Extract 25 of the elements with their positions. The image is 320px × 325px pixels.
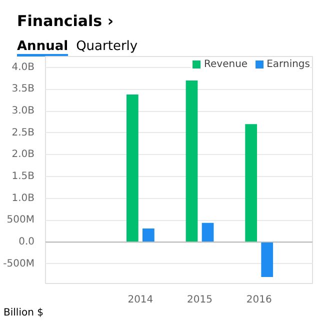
y-tick-label: 2.0B — [12, 149, 35, 160]
y-tick-label: 0.0 — [18, 236, 35, 248]
y-tick-label: 2.5B — [12, 127, 35, 138]
text: Annual — [17, 39, 68, 58]
y-tick-label: 3.0B — [12, 106, 35, 117]
bar — [142, 228, 154, 242]
legend-label: Earnings — [266, 58, 310, 70]
text: Quarterly — [76, 39, 138, 54]
y-tick-label: -500M — [3, 258, 35, 270]
bar — [202, 222, 214, 242]
bar — [245, 124, 258, 242]
bar — [126, 94, 138, 242]
bar — [186, 80, 198, 242]
y-tick-label: 1.0B — [12, 192, 35, 204]
bar — [261, 242, 274, 277]
y-tick-label: 500M — [6, 214, 35, 226]
y-tick-label: 1.5B — [12, 171, 35, 182]
text: Billion $ — [4, 308, 44, 318]
chart-title: Financials › — [17, 11, 114, 32]
x-tick-label: 2014 — [128, 294, 154, 306]
x-tick-label: 2015 — [187, 294, 212, 306]
y-tick-label: 3.5B — [12, 84, 35, 95]
x-tick-label: 2016 — [246, 294, 272, 306]
legend-label: Revenue — [204, 58, 248, 70]
y-tick-label: 4.0B — [12, 62, 35, 73]
